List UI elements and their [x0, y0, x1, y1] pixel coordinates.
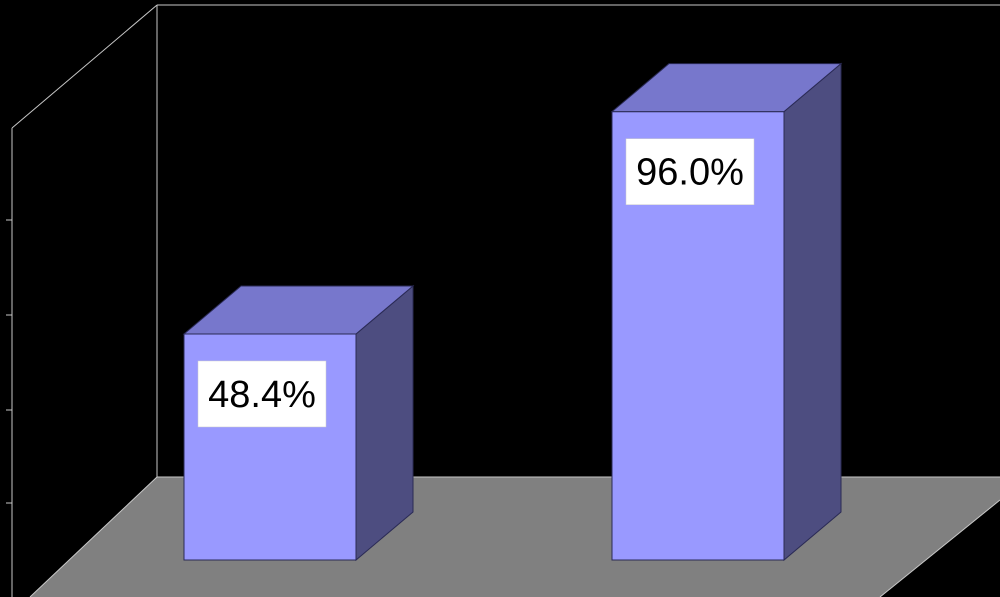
wall-floor-right-edge — [879, 499, 1000, 597]
wall-side-top-edge — [11, 4, 158, 129]
chart-floor — [30, 477, 1000, 597]
bar-1-side — [783, 62, 842, 562]
wall-floor-side-edge — [29, 476, 158, 597]
data-label-0-box — [197, 360, 327, 428]
bar-0-top — [182, 285, 415, 335]
bar-1 — [610, 62, 843, 562]
data-label-1: 96.0% — [625, 138, 755, 205]
data-label-1-text: 96.0% — [636, 152, 744, 194]
data-label-0: 48.4% — [197, 360, 327, 428]
data-label-0-text: 48.4% — [208, 374, 316, 416]
chart-data-labels: 48.4% 96.0% — [197, 138, 755, 428]
data-label-1-box — [625, 138, 755, 205]
bar-1-top — [610, 63, 843, 113]
